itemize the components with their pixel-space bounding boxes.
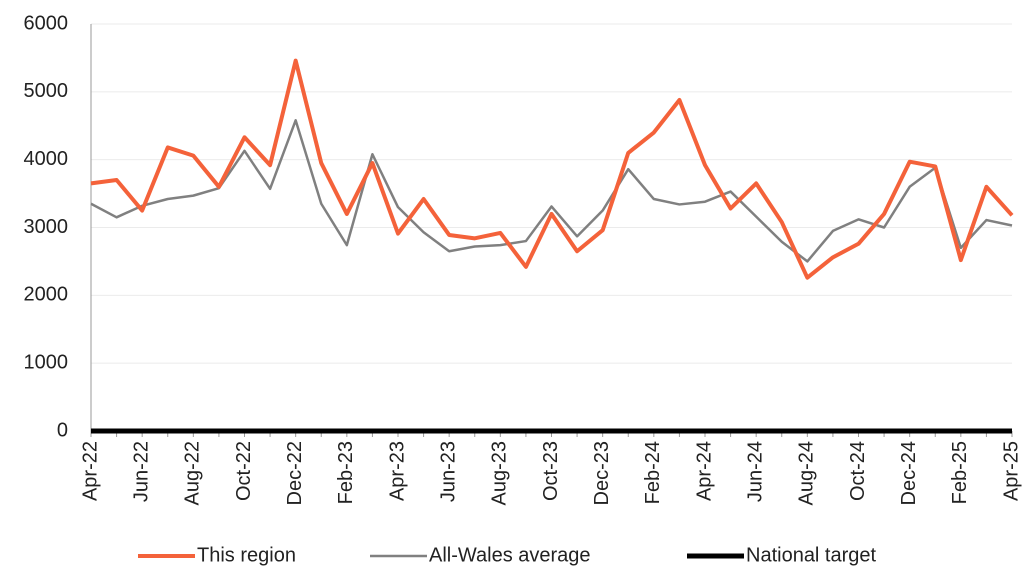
series-line [90, 119, 1013, 263]
legend-label: National target [746, 544, 877, 566]
legend-label: All-Wales average [429, 544, 591, 566]
legend-label: This region [197, 544, 296, 566]
y-tick-label: 0 [57, 419, 68, 441]
x-tick-label: Dec-22 [284, 441, 306, 505]
y-tick-label: 2000 [24, 284, 69, 306]
x-tick-label: Dec-24 [898, 441, 920, 505]
x-tick-label: Aug-22 [182, 441, 204, 506]
y-tick-label: 6000 [24, 12, 69, 34]
x-tick-label: Aug-24 [796, 441, 818, 506]
x-tick-label: Oct-22 [233, 441, 255, 501]
x-tick-label: Jun-24 [744, 441, 766, 502]
y-tick-label: 3000 [24, 216, 69, 238]
x-tick-label: Aug-23 [489, 441, 511, 506]
y-tick-label: 4000 [24, 148, 69, 170]
x-tick-label: Apr-22 [79, 441, 101, 501]
x-tick-label: Apr-23 [386, 441, 408, 501]
x-tick-label: Feb-25 [949, 441, 971, 504]
x-tick-label: Feb-23 [335, 441, 357, 504]
x-tick-label: Apr-25 [1000, 441, 1022, 501]
x-tick-label: Jun-22 [130, 441, 152, 502]
x-tick-label: Dec-23 [591, 441, 613, 505]
y-tick-label: 1000 [24, 351, 69, 373]
series-line [90, 58, 1014, 280]
x-tick-label: Apr-24 [693, 441, 715, 501]
y-tick-label: 5000 [24, 80, 69, 102]
x-tick-label: Oct-23 [540, 441, 562, 501]
x-tick-label: Feb-24 [642, 441, 664, 504]
x-tick-label: Oct-24 [847, 441, 869, 501]
x-tick-label: Jun-23 [437, 441, 459, 502]
